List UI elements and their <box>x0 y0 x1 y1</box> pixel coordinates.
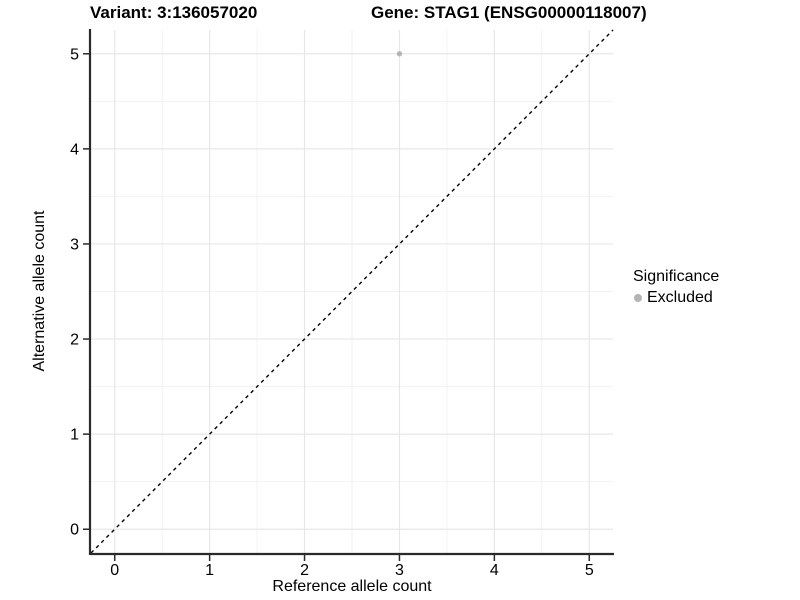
y-tick-label: 0 <box>70 522 79 539</box>
y-tick-label: 5 <box>70 46 79 63</box>
x-tick-label: 5 <box>585 562 594 579</box>
y-tick-label: 1 <box>70 427 79 444</box>
x-tick-label: 2 <box>300 562 309 579</box>
legend-title: Significance <box>633 268 720 285</box>
legend-item: Excluded <box>630 289 719 307</box>
y-tick-label: 2 <box>70 332 79 349</box>
x-axis-title: Reference allele count <box>272 578 432 595</box>
x-tick-label: 4 <box>490 562 499 579</box>
plot-title-gene: Gene: STAG1 (ENSG00000118007) <box>371 3 647 22</box>
data-point <box>396 51 403 57</box>
plot-title-variant: Variant: 3:136057020 <box>90 3 258 22</box>
x-tick-label: 1 <box>205 562 214 579</box>
identity-line <box>90 29 614 554</box>
y-axis-title: Alternative allele count <box>31 210 48 372</box>
legend-point-icon <box>634 294 642 302</box>
y-tick-label: 4 <box>70 141 79 158</box>
legend: Significance Excluded <box>630 268 719 307</box>
x-tick-label: 3 <box>395 562 404 579</box>
y-tick-label: 3 <box>70 236 79 253</box>
x-tick-label: 0 <box>110 562 119 579</box>
legend-item-label: Excluded <box>647 289 713 306</box>
